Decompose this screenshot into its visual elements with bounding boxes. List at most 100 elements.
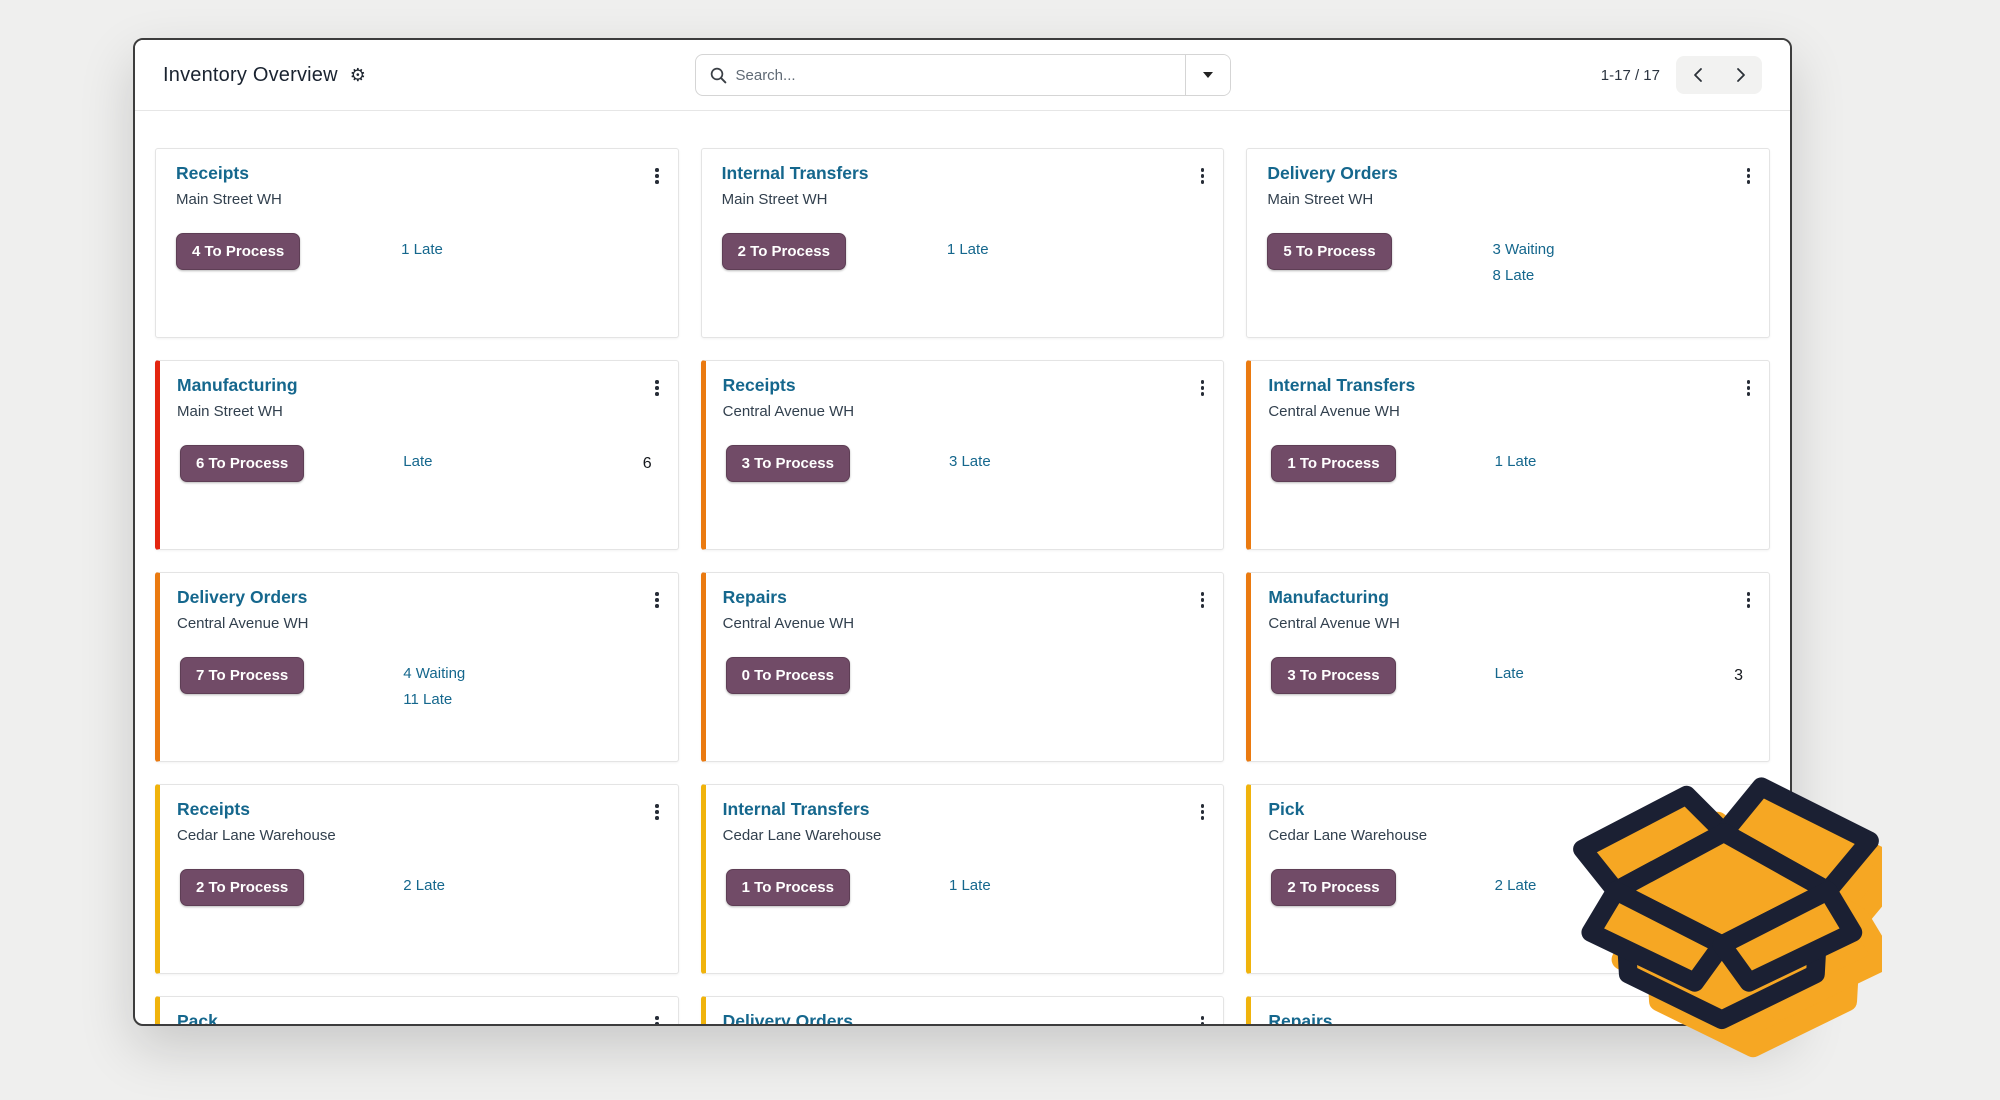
pager: 1-17 / 17 [1601, 56, 1762, 94]
card-title[interactable]: Receipts [722, 375, 796, 395]
card-links: 1 Late [947, 241, 989, 258]
pager-prev-button[interactable] [1677, 57, 1719, 93]
card-warehouse: Main Street WH [176, 191, 282, 208]
to-process-button[interactable]: 7 To Process [180, 657, 305, 694]
kebab-menu-icon[interactable] [652, 801, 662, 823]
card-links: 4 Waiting 11 Late [403, 665, 465, 708]
card-links: 3 Waiting 8 Late [1493, 241, 1555, 284]
card-warehouse: Central Avenue WH [722, 615, 855, 632]
kebab-menu-icon[interactable] [1744, 589, 1754, 611]
card-title[interactable]: Receipts [176, 163, 249, 183]
kanban-card: Manufacturing Main Street WH 6 To Proces… [155, 360, 679, 550]
to-process-button[interactable]: 1 To Process [725, 869, 850, 906]
card-title[interactable]: Repairs [1268, 1011, 1333, 1026]
to-process-button[interactable]: 2 To Process [721, 233, 846, 270]
kanban-card: Internal Transfers Main Street WH 2 To P… [700, 148, 1225, 338]
card-warehouse: Central Avenue WH [1268, 615, 1400, 632]
chevron-right-icon [1736, 68, 1745, 82]
card-links: 2 Late [1495, 877, 1537, 894]
late-link[interactable]: 2 Late [1494, 877, 1537, 894]
app-window: Inventory Overview ⚙ 1-17 / 17 R [133, 38, 1792, 1026]
card-title[interactable]: Internal Transfers [1268, 375, 1416, 395]
late-link[interactable]: 3 Late [948, 453, 991, 470]
late-link[interactable]: 1 Late [401, 241, 443, 258]
kanban-grid: Receipts Main Street WH 4 To Process 1 L… [135, 111, 1790, 1026]
card-warehouse: Central Avenue WH [177, 615, 309, 632]
card-links: 2 Late [403, 877, 445, 894]
late-link[interactable]: Late [403, 453, 433, 470]
kebab-menu-icon[interactable] [1744, 165, 1754, 187]
late-link[interactable]: 1 Late [948, 877, 991, 894]
kebab-menu-icon[interactable] [1198, 165, 1208, 187]
kanban-card: Receipts Cedar Lane Warehouse 2 To Proce… [155, 784, 679, 974]
card-title[interactable]: Manufacturing [177, 375, 298, 395]
to-process-button[interactable]: 5 To Process [1267, 233, 1392, 270]
kebab-menu-icon[interactable] [652, 377, 662, 399]
late-link[interactable]: Late [1494, 665, 1524, 682]
waiting-link[interactable]: 4 Waiting [403, 665, 466, 682]
card-title[interactable]: Pack [177, 1011, 218, 1026]
card-warehouse: Main Street WH [721, 191, 828, 208]
kebab-menu-icon[interactable] [1198, 377, 1208, 399]
kebab-menu-icon[interactable] [652, 1013, 662, 1024]
late-link[interactable]: 8 Late [1492, 267, 1535, 284]
page-title: Inventory Overview [163, 63, 338, 86]
pager-next-button[interactable] [1719, 57, 1761, 93]
card-warehouse: Central Avenue WH [1268, 403, 1400, 420]
pager-buttons [1676, 56, 1762, 94]
control-panel: Inventory Overview ⚙ 1-17 / 17 [135, 40, 1790, 111]
card-warehouse: Cedar Lane Warehouse [177, 827, 336, 844]
kebab-menu-icon[interactable] [1744, 377, 1754, 399]
card-title[interactable]: Delivery Orders [177, 587, 308, 607]
kanban-card: Internal Transfers Central Avenue WH 1 T… [1246, 360, 1770, 550]
kanban-card: Receipts Main Street WH 4 To Process 1 L… [155, 148, 679, 338]
gear-icon[interactable]: ⚙ [349, 65, 366, 85]
kanban-card: Internal Transfers Cedar Lane Warehouse … [700, 784, 1225, 974]
card-title[interactable]: Delivery Orders [722, 1011, 854, 1026]
kanban-card: Delivery Orders Main Street WH 5 To Proc… [1246, 148, 1770, 338]
to-process-button[interactable]: 1 To Process [1271, 445, 1396, 482]
search-icon [696, 55, 728, 95]
waiting-link[interactable]: 3 Waiting [1492, 241, 1555, 258]
caret-down-icon [1202, 72, 1213, 78]
search-input[interactable] [727, 55, 1185, 95]
to-process-button[interactable]: 2 To Process [1271, 869, 1396, 906]
late-link[interactable]: 1 Late [946, 241, 989, 258]
kanban-card: Delivery Orders Central Avenue WH 7 To P… [155, 572, 679, 762]
to-process-button[interactable]: 3 To Process [1271, 657, 1396, 694]
kanban-card: Manufacturing Central Avenue WH 3 To Pro… [1246, 572, 1770, 762]
kebab-menu-icon[interactable] [652, 165, 662, 187]
card-links: 1 Late [1495, 453, 1537, 470]
kanban-card: Repairs Central Avenue WH 0 To Process [700, 572, 1225, 762]
to-process-button[interactable]: 3 To Process [725, 445, 850, 482]
card-links: Late [1495, 665, 1524, 682]
kebab-menu-icon[interactable] [1198, 589, 1208, 611]
to-process-button[interactable]: 0 To Process [725, 657, 850, 694]
search-bar[interactable] [694, 54, 1231, 96]
late-link[interactable]: 1 Late [1494, 453, 1537, 470]
card-warehouse: Main Street WH [1267, 191, 1374, 208]
card-count: 3 [1734, 667, 1743, 684]
late-link[interactable]: 2 Late [403, 877, 446, 894]
kebab-menu-icon[interactable] [1198, 1013, 1208, 1024]
kanban-card: Receipts Central Avenue WH 3 To Process … [700, 360, 1225, 550]
card-title[interactable]: Receipts [177, 799, 250, 819]
to-process-button[interactable]: 4 To Process [176, 233, 301, 270]
card-links: 1 Late [949, 877, 991, 894]
card-title[interactable]: Delivery Orders [1267, 163, 1398, 183]
card-warehouse: Main Street WH [177, 403, 283, 420]
card-links: 3 Late [949, 453, 991, 470]
late-link[interactable]: 11 Late [403, 691, 453, 708]
cardboard-box-logo [1573, 777, 1882, 1058]
card-title[interactable]: Internal Transfers [722, 799, 870, 819]
card-title[interactable]: Manufacturing [1268, 587, 1389, 607]
card-title[interactable]: Pick [1268, 799, 1305, 819]
kebab-menu-icon[interactable] [1198, 801, 1208, 823]
card-title[interactable]: Internal Transfers [721, 163, 869, 183]
kebab-menu-icon[interactable] [652, 589, 662, 611]
to-process-button[interactable]: 2 To Process [180, 869, 305, 906]
card-title[interactable]: Repairs [722, 587, 787, 607]
to-process-button[interactable]: 6 To Process [180, 445, 305, 482]
search-dropdown-toggle[interactable] [1184, 55, 1230, 95]
card-links: 1 Late [401, 241, 443, 258]
